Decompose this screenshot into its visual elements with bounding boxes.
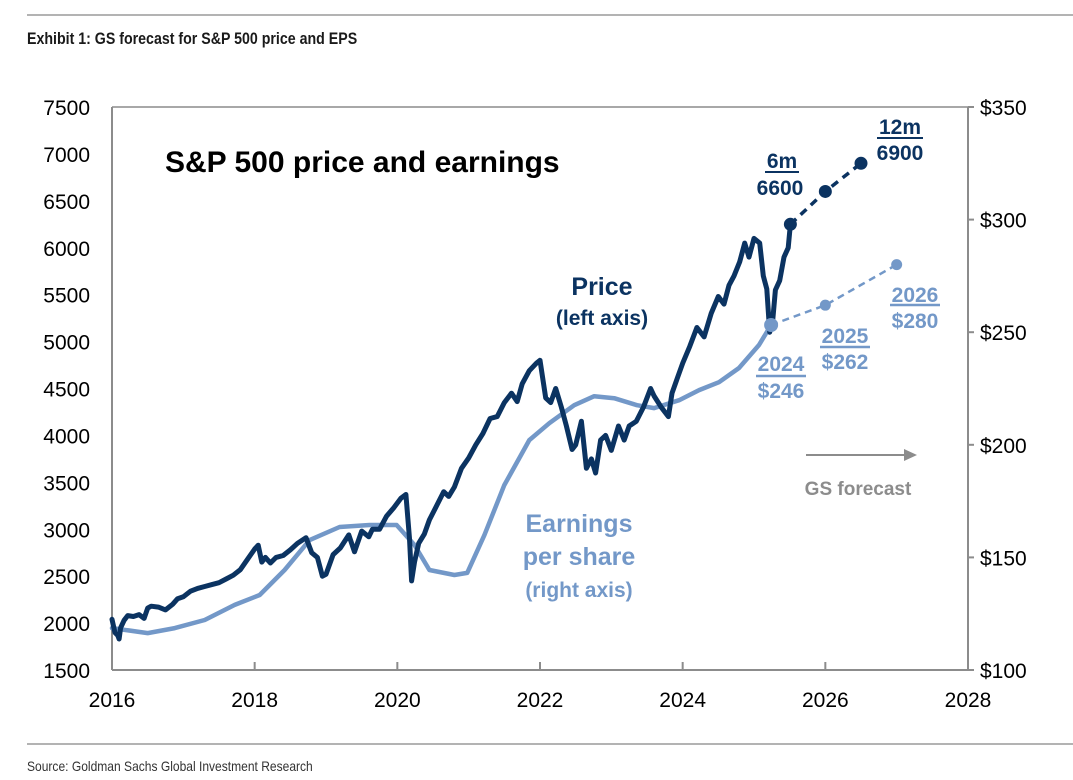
y-tick-label: 1500 — [43, 660, 90, 683]
y2-tick-label: $200 — [980, 435, 1027, 458]
forecast-note: GS forecast — [805, 479, 912, 500]
price-forecast-marker — [783, 217, 797, 231]
x-tick-label: 2024 — [659, 689, 706, 712]
eps-forecast-line — [770, 263, 898, 327]
price-line — [109, 221, 793, 642]
x-tick-label: 2028 — [945, 689, 992, 712]
eps-label-line2: per share — [523, 543, 636, 571]
x-tick-label: 2026 — [802, 689, 849, 712]
eps-forecast-2024-year: 2024 — [758, 353, 805, 376]
x-tick-label: 2018 — [231, 689, 278, 712]
price-axis-label: (left axis) — [556, 307, 648, 330]
bottom-rule — [27, 743, 1073, 745]
eps-forecast-marker — [819, 299, 831, 311]
forecast-markers — [764, 156, 903, 332]
chart-title: S&P 500 price and earnings — [165, 146, 560, 179]
exhibit-title: Exhibit 1: GS forecast for S&P 500 price… — [27, 30, 358, 48]
price-forecast-6m-value: 6600 — [757, 177, 804, 200]
eps-forecast-marker — [764, 317, 779, 332]
y2-tick-label: $300 — [980, 210, 1027, 233]
y-tick-label: 3000 — [43, 519, 90, 542]
y-tick-label: 4500 — [43, 379, 90, 402]
y2-tick-label: $350 — [980, 97, 1027, 120]
eps-label-line1: Earnings — [526, 510, 633, 538]
y-tick-label: 6000 — [43, 238, 90, 261]
price-label: Price — [571, 273, 632, 301]
eps-forecast-2026-year: 2026 — [892, 284, 939, 307]
y-tick-label: 5500 — [43, 285, 90, 308]
x-tick-label: 2020 — [374, 689, 421, 712]
y2-tick-label: $100 — [980, 660, 1027, 683]
eps-line — [109, 322, 774, 636]
y-tick-label: 3500 — [43, 472, 90, 495]
y-tick-label: 6500 — [43, 191, 90, 214]
y2-tick-label: $250 — [980, 322, 1027, 345]
axes: 2016 2018 2020 2022 2024 2026 2028 1500 2000 2500… — [43, 97, 1026, 712]
y-tick-label: 4000 — [43, 425, 90, 448]
y-tick-label: 7000 — [43, 144, 90, 167]
eps-forecast-2024-value: $246 — [758, 380, 805, 403]
eps-forecast-2025-year: 2025 — [822, 325, 869, 348]
y-tick-label: 5000 — [43, 332, 90, 355]
price-forecast-12m-horizon: 12m — [879, 116, 921, 139]
y2-tick-label: $150 — [980, 547, 1027, 570]
eps-forecast-marker — [891, 259, 903, 271]
y-tick-label: 2500 — [43, 566, 90, 589]
source-note: Source: Goldman Sachs Global Investment … — [27, 758, 313, 774]
forecast-arrowhead-icon — [904, 449, 917, 461]
x-tick-label: 2022 — [517, 689, 564, 712]
y-tick-label: 2000 — [43, 613, 90, 636]
price-forecast-12m-value: 6900 — [877, 142, 924, 165]
eps-forecast-2025-value: $262 — [822, 351, 869, 374]
eps-forecast-2026-value: $280 — [892, 310, 939, 333]
series-lines — [109, 221, 793, 642]
y-tick-label: 7500 — [43, 97, 90, 120]
price-forecast-marker — [818, 184, 832, 198]
top-rule — [27, 14, 1073, 16]
price-forecast-6m-horizon: 6m — [767, 150, 797, 173]
price-forecast-marker — [854, 156, 868, 170]
x-tick-label: 2016 — [89, 689, 136, 712]
eps-label-line3: (right axis) — [525, 579, 632, 602]
